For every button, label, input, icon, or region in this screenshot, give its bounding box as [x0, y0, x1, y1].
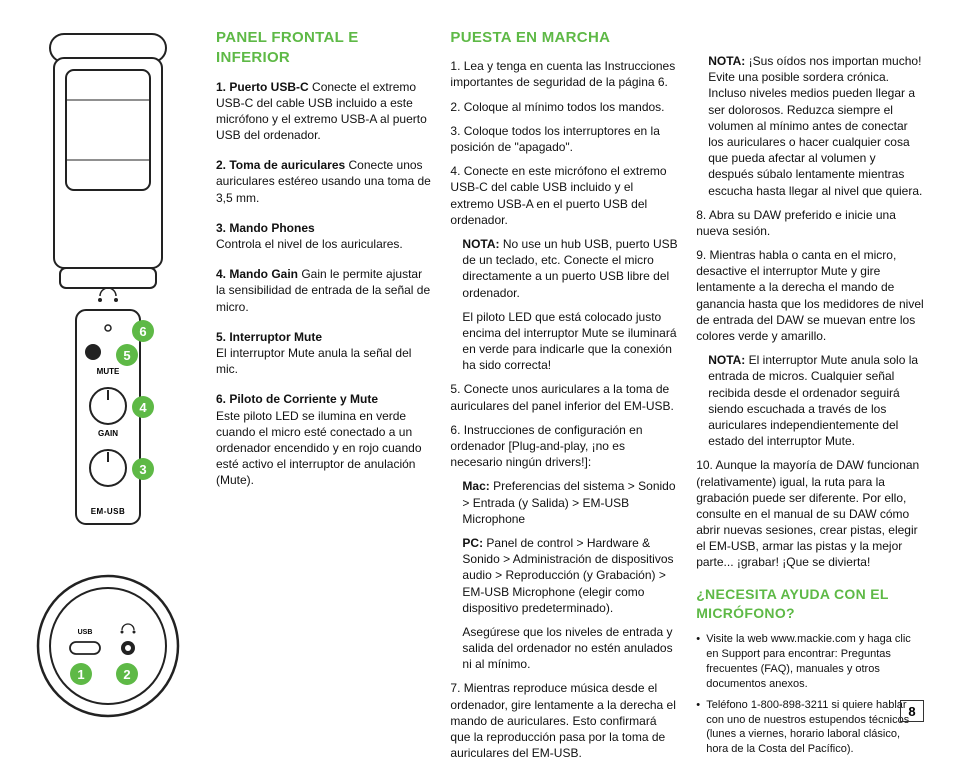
callout-5: 5	[116, 344, 138, 366]
svg-text:EM-USB: EM-USB	[91, 507, 126, 516]
heading-help: ¿NECESITA AYUDA CON EL MICRÓFONO?	[696, 585, 924, 623]
diagram-column: MUTE GAIN EM-USB USB 6 5 4 3 1 2	[28, 28, 198, 714]
microphone-diagram: MUTE GAIN EM-USB	[28, 28, 188, 548]
column-panel-frontal: PANEL FRONTAL E INFERIOR 1. Puerto USB-C…	[216, 28, 432, 714]
item-4: 4. Mando Gain Gain le permite ajustar la…	[216, 266, 432, 315]
nota-mute: NOTA: El interruptor Mute anula solo la …	[696, 352, 924, 449]
column-right: NOTA: ¡Sus oídos nos importan mucho! Evi…	[696, 28, 924, 714]
step-8: 8. Abra su DAW preferido e inicie una nu…	[696, 207, 924, 239]
svg-text:USB: USB	[78, 629, 93, 636]
ensure-levels: Asegúrese que los niveles de entrada y s…	[450, 624, 678, 673]
step-9: 9. Mientras habla o canta en el micro, d…	[696, 247, 924, 344]
nota-1: NOTA: No use un hub USB, puerto USB de u…	[450, 236, 678, 301]
step-5: 5. Conecte unos auriculares a la toma de…	[450, 381, 678, 413]
svg-text:MUTE: MUTE	[97, 367, 120, 376]
help-list: Visite la web www.mackie.com y haga clic…	[696, 632, 924, 757]
svg-text:GAIN: GAIN	[98, 429, 118, 438]
help-item-web: Visite la web www.mackie.com y haga clic…	[696, 632, 924, 691]
microphone-bottom-diagram: USB	[28, 566, 188, 726]
callout-2: 2	[116, 663, 138, 685]
page-number: 8	[900, 700, 924, 722]
callout-4: 4	[132, 396, 154, 418]
text-columns: PANEL FRONTAL E INFERIOR 1. Puerto USB-C…	[198, 28, 924, 714]
step-2: 2. Coloque al mínimo todos los mandos.	[450, 99, 678, 115]
heading-puesta: PUESTA EN MARCHA	[450, 28, 678, 48]
help-item-phone: Teléfono 1-800-898-3211 si quiere hablar…	[696, 698, 924, 757]
item-1: 1. Puerto USB-C Conecte el extremo USB-C…	[216, 79, 432, 144]
step-4: 4. Conecte en este micrófono el extremo …	[450, 163, 678, 228]
led-paragraph: El piloto LED que está colocado justo en…	[450, 309, 678, 374]
item-6: 6. Piloto de Corriente y MuteEste piloto…	[216, 391, 432, 488]
callout-6: 6	[132, 320, 154, 342]
item-3: 3. Mando PhonesControla el nivel de los …	[216, 220, 432, 252]
callout-1: 1	[70, 663, 92, 685]
column-puesta-en-marcha: PUESTA EN MARCHA 1. Lea y tenga en cuent…	[450, 28, 678, 714]
step-6: 6. Instrucciones de configuración en ord…	[450, 422, 678, 471]
step-7: 7. Mientras reproduce música desde el or…	[450, 680, 678, 761]
heading-panel-frontal: PANEL FRONTAL E INFERIOR	[216, 28, 432, 69]
item-5: 5. Interruptor MuteEl interruptor Mute a…	[216, 329, 432, 378]
nota-hearing: NOTA: ¡Sus oídos nos importan mucho! Evi…	[696, 53, 924, 199]
mac-instructions: Mac: Preferencias del sistema > Sonido >…	[450, 478, 678, 527]
pc-instructions: PC: Panel de control > Hardware & Sonido…	[450, 535, 678, 616]
step-3: 3. Coloque todos los interruptores en la…	[450, 123, 678, 155]
step-10: 10. Aunque la mayoría de DAW funcionan (…	[696, 457, 924, 570]
item-2: 2. Toma de auriculares Conecte unos auri…	[216, 157, 432, 206]
callout-3: 3	[132, 458, 154, 480]
step-1: 1. Lea y tenga en cuenta las Instruccion…	[450, 58, 678, 90]
